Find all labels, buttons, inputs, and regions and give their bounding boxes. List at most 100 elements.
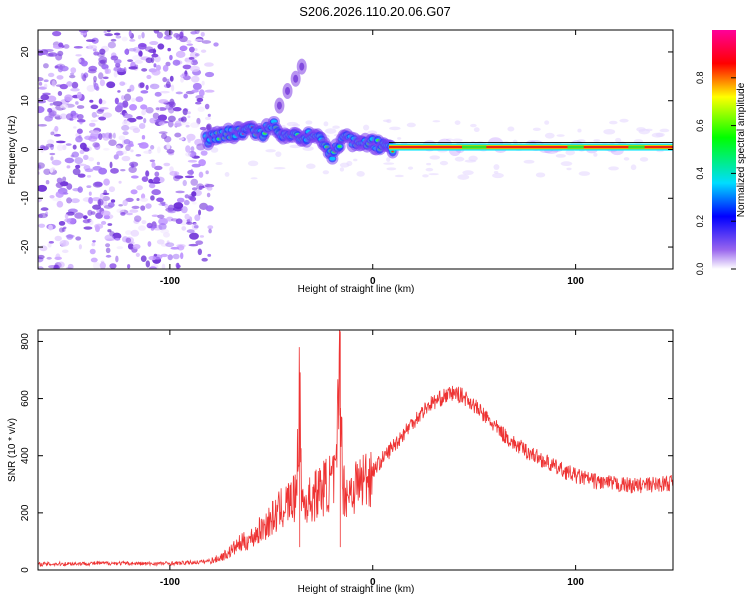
noise-cell <box>346 160 353 167</box>
noise-cell <box>76 114 84 120</box>
noise-cell <box>59 113 68 120</box>
noise-cell <box>43 79 49 83</box>
noise-cell <box>190 168 194 176</box>
noise-cell <box>190 152 195 158</box>
noise-cell <box>108 132 113 140</box>
noise-cell <box>110 38 117 42</box>
noise-cell <box>50 156 54 161</box>
noise-cell <box>123 93 132 102</box>
noise-cell <box>180 252 184 260</box>
noise-cell <box>131 97 136 103</box>
noise-cell <box>53 264 60 269</box>
noise-cell <box>135 96 144 103</box>
noise-cell <box>152 112 160 120</box>
noise-cell <box>82 74 87 82</box>
noise-cell <box>92 204 102 210</box>
noise-cell <box>180 77 184 83</box>
x-tick-label: 100 <box>567 577 584 588</box>
noise-cell <box>137 42 147 50</box>
noise-cell <box>130 149 134 153</box>
noise-cell <box>153 63 157 68</box>
noise-cell <box>169 170 180 176</box>
noise-cell <box>210 147 219 153</box>
noise-cell <box>134 215 142 222</box>
noise-cell <box>39 245 48 252</box>
noise-cell <box>48 240 54 244</box>
noise-cell <box>204 71 215 78</box>
noise-cell <box>120 168 126 172</box>
noise-cell <box>98 199 102 206</box>
noise-cell <box>88 191 92 196</box>
noise-cell <box>422 174 429 178</box>
noise-cell <box>208 228 212 234</box>
noise-cell <box>110 55 119 61</box>
noise-cell <box>48 224 53 231</box>
noise-cell <box>158 121 165 126</box>
noise-cell <box>86 185 92 189</box>
noise-cell <box>84 135 93 140</box>
noise-cell <box>125 237 132 244</box>
noise-cell <box>492 172 504 179</box>
noise-cell <box>166 240 170 245</box>
noise-cell <box>386 167 397 171</box>
noise-cell <box>149 159 156 163</box>
noise-cell <box>38 77 44 82</box>
noise-cell <box>58 42 64 48</box>
noise-cell <box>70 198 80 204</box>
noise-cell <box>122 199 128 207</box>
noise-cell <box>90 132 100 140</box>
noise-cell <box>173 123 183 127</box>
noise-cell <box>69 74 76 79</box>
noise-cell <box>162 64 169 72</box>
noise-cell <box>619 118 629 123</box>
noise-cell <box>143 117 147 124</box>
noise-cell <box>593 139 601 142</box>
noise-cell <box>128 48 137 52</box>
noise-cell <box>192 82 202 91</box>
noise-cell <box>132 244 141 250</box>
noise-cell <box>207 253 212 257</box>
noise-cell <box>52 197 62 202</box>
band-gap <box>628 145 645 149</box>
noise-cell <box>43 83 48 89</box>
noise-cell <box>121 125 130 131</box>
noise-cell <box>167 106 175 114</box>
noise-cell <box>454 120 461 125</box>
noise-cell <box>153 165 163 171</box>
noise-cell <box>176 197 185 203</box>
noise-cell <box>59 83 68 90</box>
noise-cell <box>247 160 259 167</box>
noise-cell <box>38 254 45 260</box>
noise-cell <box>118 204 123 207</box>
branch-core <box>285 86 291 95</box>
noise-cell <box>176 244 185 251</box>
noise-cell <box>88 157 95 162</box>
noise-cell <box>60 98 70 106</box>
noise-cell <box>158 99 169 104</box>
noise-cell <box>92 181 103 188</box>
noise-cell <box>123 66 127 74</box>
noise-cell <box>146 222 153 229</box>
spectrogram-xlabel: Height of straight line (km) <box>298 284 415 295</box>
noise-cell <box>51 159 62 166</box>
noise-cell <box>190 146 195 152</box>
y-tick-label: 600 <box>20 390 31 407</box>
noise-cell <box>180 73 189 79</box>
noise-cell <box>191 163 201 168</box>
colorbar-tick-label: 0.4 <box>695 167 705 180</box>
noise-cell <box>115 35 122 39</box>
noise-cell <box>112 67 121 72</box>
noise-cell <box>47 242 52 248</box>
noise-cell <box>180 121 190 126</box>
noise-cell <box>92 240 96 243</box>
noise-cell <box>160 90 170 94</box>
noise-cell <box>53 133 62 137</box>
noise-cell <box>130 229 140 237</box>
noise-cell <box>185 124 190 128</box>
noise-cell <box>194 38 203 42</box>
noise-cell <box>140 255 147 263</box>
noise-cell <box>454 156 465 162</box>
noise-cell <box>138 50 143 57</box>
noise-cell <box>154 91 162 97</box>
noise-cell <box>106 81 116 89</box>
